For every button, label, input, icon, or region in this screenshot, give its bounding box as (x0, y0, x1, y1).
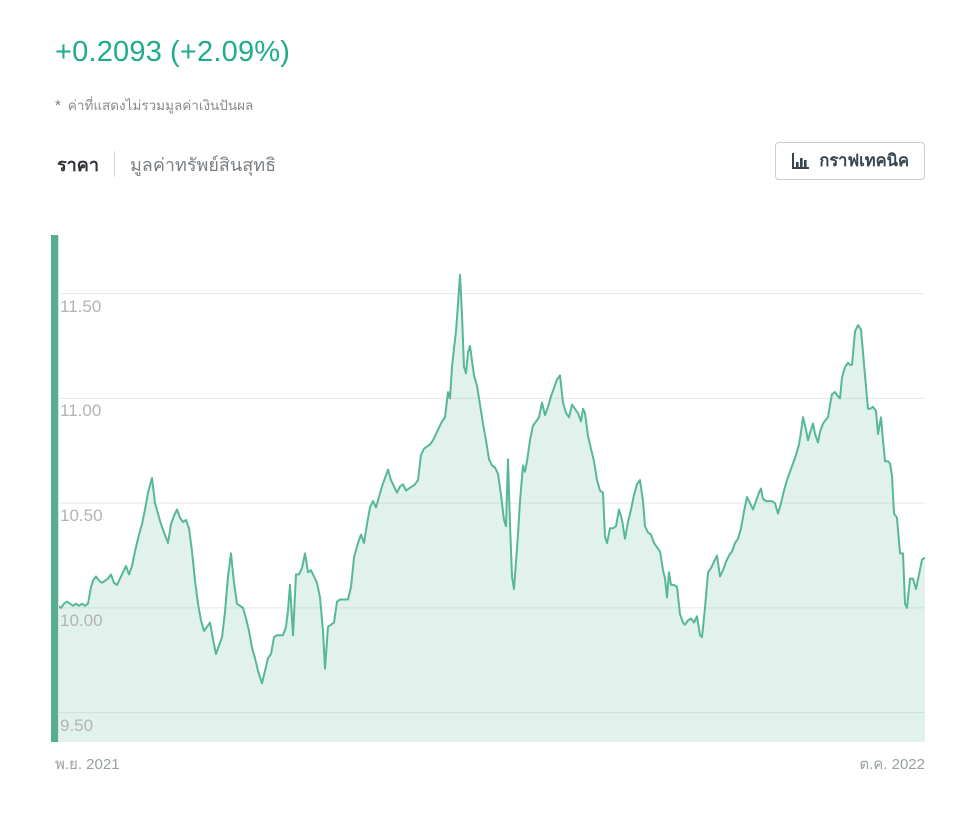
price-change-percent: (+2.09%) (170, 36, 291, 68)
y-axis-tick-label: 10.00 (60, 610, 103, 630)
y-axis-tick-label: 10.50 (60, 506, 103, 526)
y-axis-tick-label: 9.50 (60, 715, 94, 735)
tab-net-asset-value[interactable]: มูลค่าทรัพย์สินสุทธิ (129, 154, 277, 175)
chart-left-edge-bar (51, 235, 59, 742)
y-axis-tick-label: 11.50 (60, 296, 102, 316)
technical-chart-button[interactable]: กราฟเทคนิค (775, 142, 925, 180)
tab-divider (113, 151, 115, 177)
tab-price[interactable]: ราคา (57, 154, 99, 175)
price-area-fill (55, 274, 925, 742)
price-chart-canvas[interactable] (55, 235, 925, 742)
dividend-footnote: * ค่าที่แสดงไม่รวมมูลค่าเงินปันผล (55, 94, 253, 116)
x-axis-label-end: ต.ค. 2022 (859, 756, 925, 773)
price-change: +0.2093 (+2.09%) (55, 36, 290, 69)
price-change-value: +0.2093 (55, 36, 163, 68)
chart-tabs: ราคา มูลค่าทรัพย์สินสุทธิ (57, 148, 276, 180)
x-axis-label-start: พ.ย. 2021 (55, 756, 120, 773)
x-axis: พ.ย. 2021 ต.ค. 2022 (55, 752, 925, 776)
price-line (55, 273, 925, 685)
y-axis-tick-label: 11.00 (60, 401, 102, 421)
price-chart[interactable]: 11.50 11.00 10.50 10.00 9.50 (51, 235, 925, 742)
technical-chart-button-label: กราฟเทคนิค (819, 152, 909, 170)
asterisk-icon: * (55, 97, 61, 114)
dividend-footnote-text: ค่าที่แสดงไม่รวมมูลค่าเงินปันผล (67, 98, 254, 113)
bar-chart-icon (791, 152, 810, 170)
